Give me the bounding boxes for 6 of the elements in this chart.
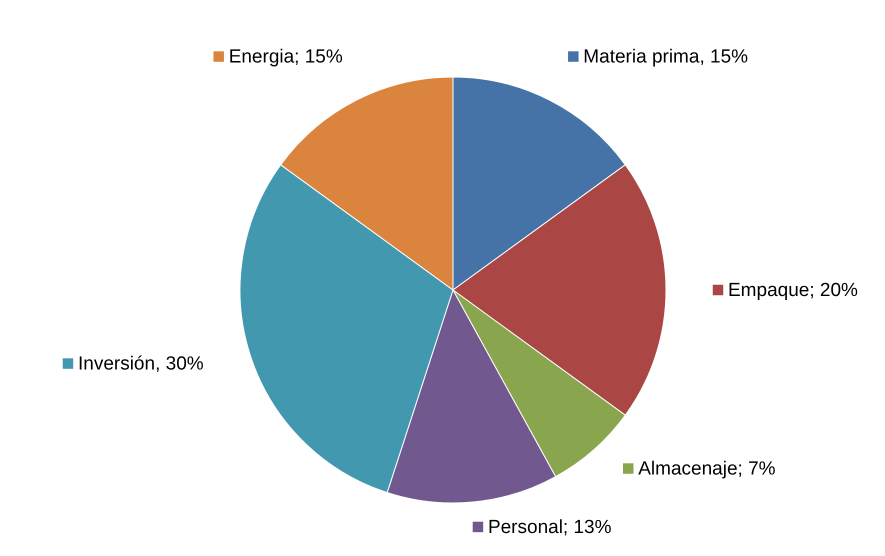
legend-label: Materia prima, 15% <box>583 46 748 68</box>
legend-label: Almacenaje; 7% <box>638 458 776 480</box>
legend-label: Inversión, 30% <box>78 354 204 375</box>
legend-label: Empaque; 20% <box>728 280 858 301</box>
legend-label: Personal; 13% <box>488 516 612 538</box>
legend-label: Energia; 15% <box>228 46 343 68</box>
